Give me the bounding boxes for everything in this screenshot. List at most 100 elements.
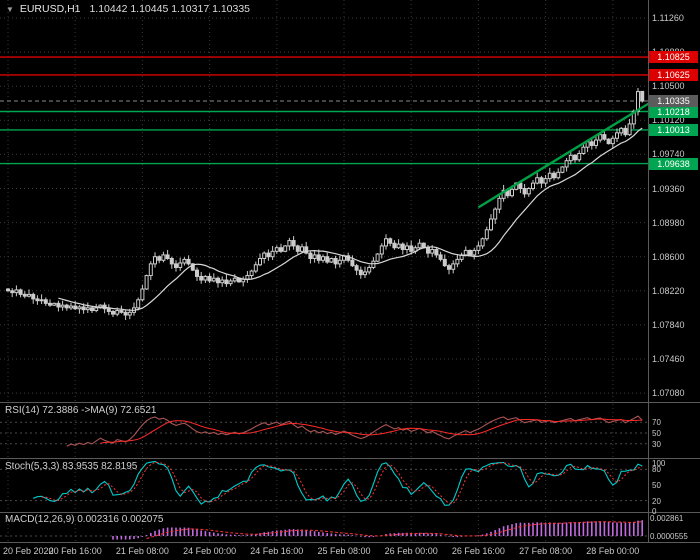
candle-body: [497, 197, 502, 210]
candle-body: [371, 260, 376, 268]
candle-body: [123, 311, 128, 316]
candle-body: [90, 307, 94, 312]
candle-body: [472, 249, 477, 256]
candle-body: [589, 141, 594, 146]
candle-body: [245, 275, 250, 280]
candle-body: [27, 293, 31, 297]
macd-signal-line: [146, 521, 643, 539]
candle-body: [304, 246, 309, 254]
candle-body: [228, 280, 233, 285]
candle-body: [127, 311, 132, 316]
candle-body: [144, 275, 149, 290]
candle-body: [119, 310, 124, 313]
candle-body: [522, 188, 527, 195]
candle-body: [182, 258, 187, 264]
candle-body: [438, 254, 443, 260]
macd-label: MACD(12,26,9) 0.002316 0.002075: [5, 514, 164, 525]
candle-body: [615, 132, 619, 139]
candle-body: [379, 245, 384, 255]
candle-body: [308, 252, 313, 259]
candle-body: [203, 275, 208, 281]
candle-body: [312, 254, 317, 259]
candle-body: [52, 302, 57, 306]
candle-body: [14, 289, 19, 294]
candle-body: [426, 247, 430, 254]
candle-body: [476, 245, 481, 251]
symbol-dropdown-icon[interactable]: ▼: [6, 5, 14, 14]
candle-body: [224, 279, 229, 285]
candle-body: [64, 304, 69, 309]
candle-body: [640, 90, 645, 102]
candle-body: [39, 299, 44, 302]
candle-body: [329, 257, 334, 263]
candle-body: [400, 243, 405, 251]
candle-body: [94, 307, 99, 312]
ma-line: [58, 127, 643, 311]
candle-body: [69, 305, 73, 309]
candle-body: [56, 302, 61, 308]
candle-body: [333, 257, 338, 265]
stoch-main-line: [33, 460, 643, 506]
candle-body: [216, 277, 220, 284]
candle-body: [358, 269, 363, 276]
candle-body: [388, 238, 393, 244]
levels-layer: [0, 56, 648, 165]
candle-body: [287, 240, 292, 247]
candle-body: [627, 123, 632, 136]
candle-body: [417, 242, 422, 249]
candle-body: [337, 259, 342, 265]
candle-body: [81, 306, 86, 311]
candle-body: [85, 307, 90, 311]
candle-body: [279, 247, 283, 252]
candle-body: [468, 249, 472, 256]
candle-body: [111, 310, 115, 315]
candle-body: [623, 127, 628, 136]
candle-body: [199, 275, 204, 281]
stoch-signal-line: [41, 461, 643, 505]
candle-body: [556, 171, 561, 179]
candle-body: [220, 279, 225, 284]
candle-body: [442, 258, 447, 267]
candle-body: [321, 256, 325, 261]
candle-body: [60, 304, 65, 308]
candle-body: [350, 259, 355, 267]
candle-body: [148, 263, 153, 277]
candle-body: [354, 265, 359, 271]
candle-body: [291, 240, 296, 247]
macd-histogram: [112, 520, 644, 540]
candle-body: [178, 262, 183, 268]
candles-layer: [6, 87, 645, 320]
candle-body: [300, 246, 304, 252]
candle-body: [501, 189, 506, 199]
candle-body: [22, 293, 27, 297]
candle-body: [262, 252, 267, 259]
candle-body: [18, 289, 23, 295]
candle-body: [283, 245, 288, 252]
candle-body: [207, 275, 212, 282]
rsi-label: RSI(14) 72.3886 ->MA(9) 72.6521: [5, 405, 157, 416]
candle-body: [547, 172, 552, 180]
candle-body: [531, 182, 535, 190]
candle-body: [430, 249, 435, 254]
candle-body: [31, 293, 36, 300]
candle-body: [577, 153, 582, 161]
candle-body: [73, 305, 78, 310]
candle-body: [266, 252, 271, 258]
candle-body: [153, 256, 157, 265]
candle-body: [43, 299, 48, 304]
candle-body: [367, 266, 372, 273]
chart-header: ▼ EURUSD,H1 1.10442 1.10445 1.10317 1.10…: [6, 3, 250, 15]
candle-body: [258, 257, 262, 266]
candle-body: [484, 229, 489, 240]
candle-body: [560, 166, 565, 173]
candle-body: [564, 160, 569, 168]
candle-body: [106, 308, 111, 312]
candle-body: [316, 254, 321, 261]
candle-body: [274, 247, 279, 252]
rsi-line: [66, 415, 643, 447]
candle-body: [451, 263, 456, 270]
candle-body: [493, 208, 498, 220]
candle-body: [186, 258, 191, 265]
